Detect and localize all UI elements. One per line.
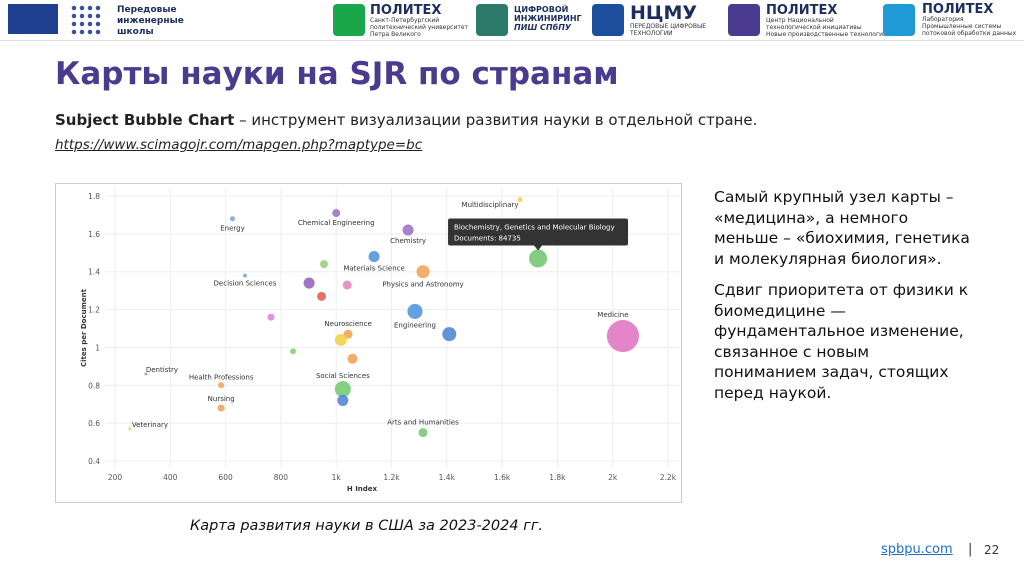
tooltip	[448, 218, 629, 246]
bubble	[347, 353, 358, 364]
x-tick-label: 800	[274, 473, 289, 482]
subtitle-text: – инструмент визуализации развития науки…	[234, 111, 758, 129]
x-tick-label: 200	[108, 473, 123, 482]
y-axis-title: Cites per Document	[80, 288, 88, 367]
bubble-label: Social Sciences	[316, 372, 370, 380]
logo-text: НЦМУ ПЕРЕДОВЫЕ ЦИФРОВЫЕ ТЕХНОЛОГИИ	[630, 2, 707, 37]
bubble	[144, 372, 148, 376]
x-axis-title: H Index	[347, 485, 378, 493]
x-tick-label: 400	[163, 473, 178, 482]
bubble-label: Veterinary	[132, 421, 168, 429]
bubble	[217, 404, 225, 412]
caption: Карта развития науки в США за 2023-2024 …	[190, 518, 544, 534]
y-tick-label: 1.8	[88, 192, 100, 201]
x-tick-label: 1.4k	[439, 473, 456, 482]
bubble-label: Arts and Humanities	[387, 419, 459, 427]
bubble-label: Nursing	[208, 395, 235, 403]
logo-text: ПОЛИТЕХ Центр Национальной технологической…	[766, 3, 887, 38]
y-tick-label: 0.8	[88, 381, 100, 390]
x-tick-label: 1.8k	[549, 473, 566, 482]
bubble	[337, 394, 349, 406]
slide-title: Карты науки на SJR по странам	[55, 56, 619, 92]
bubble-label: Physics and Astronomy	[382, 281, 463, 289]
notes: Самый крупный узел карты – «медицина», а…	[714, 187, 974, 414]
header-rule	[0, 40, 1024, 41]
logo-text: ЦИФРОВОЙ ИНЖИНИРИНГ ПИШ СПбПУ	[514, 5, 582, 32]
bubble-label: Health Professions	[189, 373, 254, 381]
note: Сдвиг приоритета от физики к биомедицине…	[714, 281, 969, 402]
logo-text: Передовые инженерные школы	[117, 5, 184, 37]
bubble	[290, 348, 297, 355]
bubble-label: Energy	[220, 225, 245, 233]
bubble	[402, 224, 414, 236]
link[interactable]: https://www.scimagojr.com/mapgen.php?map…	[55, 137, 423, 153]
page-number: 22	[984, 543, 1000, 557]
y-tick-label: 1	[95, 343, 100, 352]
logo-mark	[883, 4, 915, 36]
subtitle: Subject Bubble Chart – инструмент визуал…	[55, 111, 757, 129]
bubble-label: Decision Sciences	[214, 280, 277, 288]
bubble	[418, 428, 428, 438]
bubble-label: Dentistry	[146, 366, 178, 374]
logo-text: ПОЛИТЕХ Лаборатория Промышленные системы по…	[922, 2, 1017, 37]
bubble	[407, 303, 423, 319]
y-tick-label: 1.2	[88, 306, 100, 315]
bubble	[128, 427, 132, 431]
bubble	[517, 197, 523, 203]
footer-link[interactable]: spbpu.com	[881, 542, 953, 557]
bubble	[342, 280, 352, 290]
tooltip-text: Documents: 84735	[454, 234, 521, 242]
bubble	[606, 320, 639, 353]
bubble	[442, 327, 457, 342]
y-tick-label: 1.4	[88, 268, 100, 277]
bubble	[218, 382, 225, 389]
bubble	[242, 273, 247, 278]
note: Самый крупный узел карты – «медицина», а…	[714, 188, 970, 268]
y-tick-label: 1.6	[88, 230, 100, 239]
logo-mark	[8, 4, 58, 34]
x-tick-label: 2.2k	[660, 473, 677, 482]
bubble	[334, 333, 347, 346]
bubble	[368, 251, 380, 263]
footer-sep: |	[968, 542, 973, 557]
bubble	[332, 209, 341, 218]
bubble-label: Medicine	[597, 311, 628, 319]
bubble	[529, 249, 548, 268]
logo-mark	[476, 4, 508, 36]
bubble-label: Chemistry	[390, 237, 426, 245]
logo-mark	[333, 4, 365, 36]
subtitle-bold: Subject Bubble Chart	[55, 111, 235, 129]
x-tick-label: 1k	[332, 473, 342, 482]
bubble-label: Chemical Engineering	[298, 219, 375, 227]
tooltip-pointer	[534, 245, 543, 251]
bubble-label: Engineering	[394, 321, 436, 329]
x-tick-label: 600	[218, 473, 233, 482]
bubble	[230, 216, 236, 222]
logo-text: ПОЛИТЕХ Санкт-Петербургский политехнически…	[370, 3, 469, 38]
x-tick-label: 1.6k	[494, 473, 511, 482]
bubble	[267, 313, 275, 321]
logo-mark	[592, 4, 624, 36]
x-tick-label: 1.2k	[383, 473, 400, 482]
chart: 0.4 0.6 0.8 1 1.2 1.4 1.6 1.8 200 400 600 800 1k 1.2k…	[55, 183, 682, 503]
y-tick-label: 0.6	[88, 419, 100, 428]
bubble	[317, 291, 327, 301]
logo-mark	[70, 4, 102, 36]
x-tick-label: 2k	[608, 473, 618, 482]
bubble-label: Materials Science	[343, 265, 404, 273]
bubble-label: Neuroscience	[324, 320, 371, 328]
bubble	[334, 381, 351, 398]
y-tick-label: 0.4	[88, 457, 100, 466]
logo-mark	[728, 4, 760, 36]
tooltip-title: Biochemistry, Genetics and Molecular Bio…	[454, 223, 615, 231]
bubble	[303, 277, 315, 289]
bubble	[416, 265, 430, 279]
bubble-label: Multidisciplinary	[462, 201, 519, 209]
bubble	[320, 260, 329, 269]
